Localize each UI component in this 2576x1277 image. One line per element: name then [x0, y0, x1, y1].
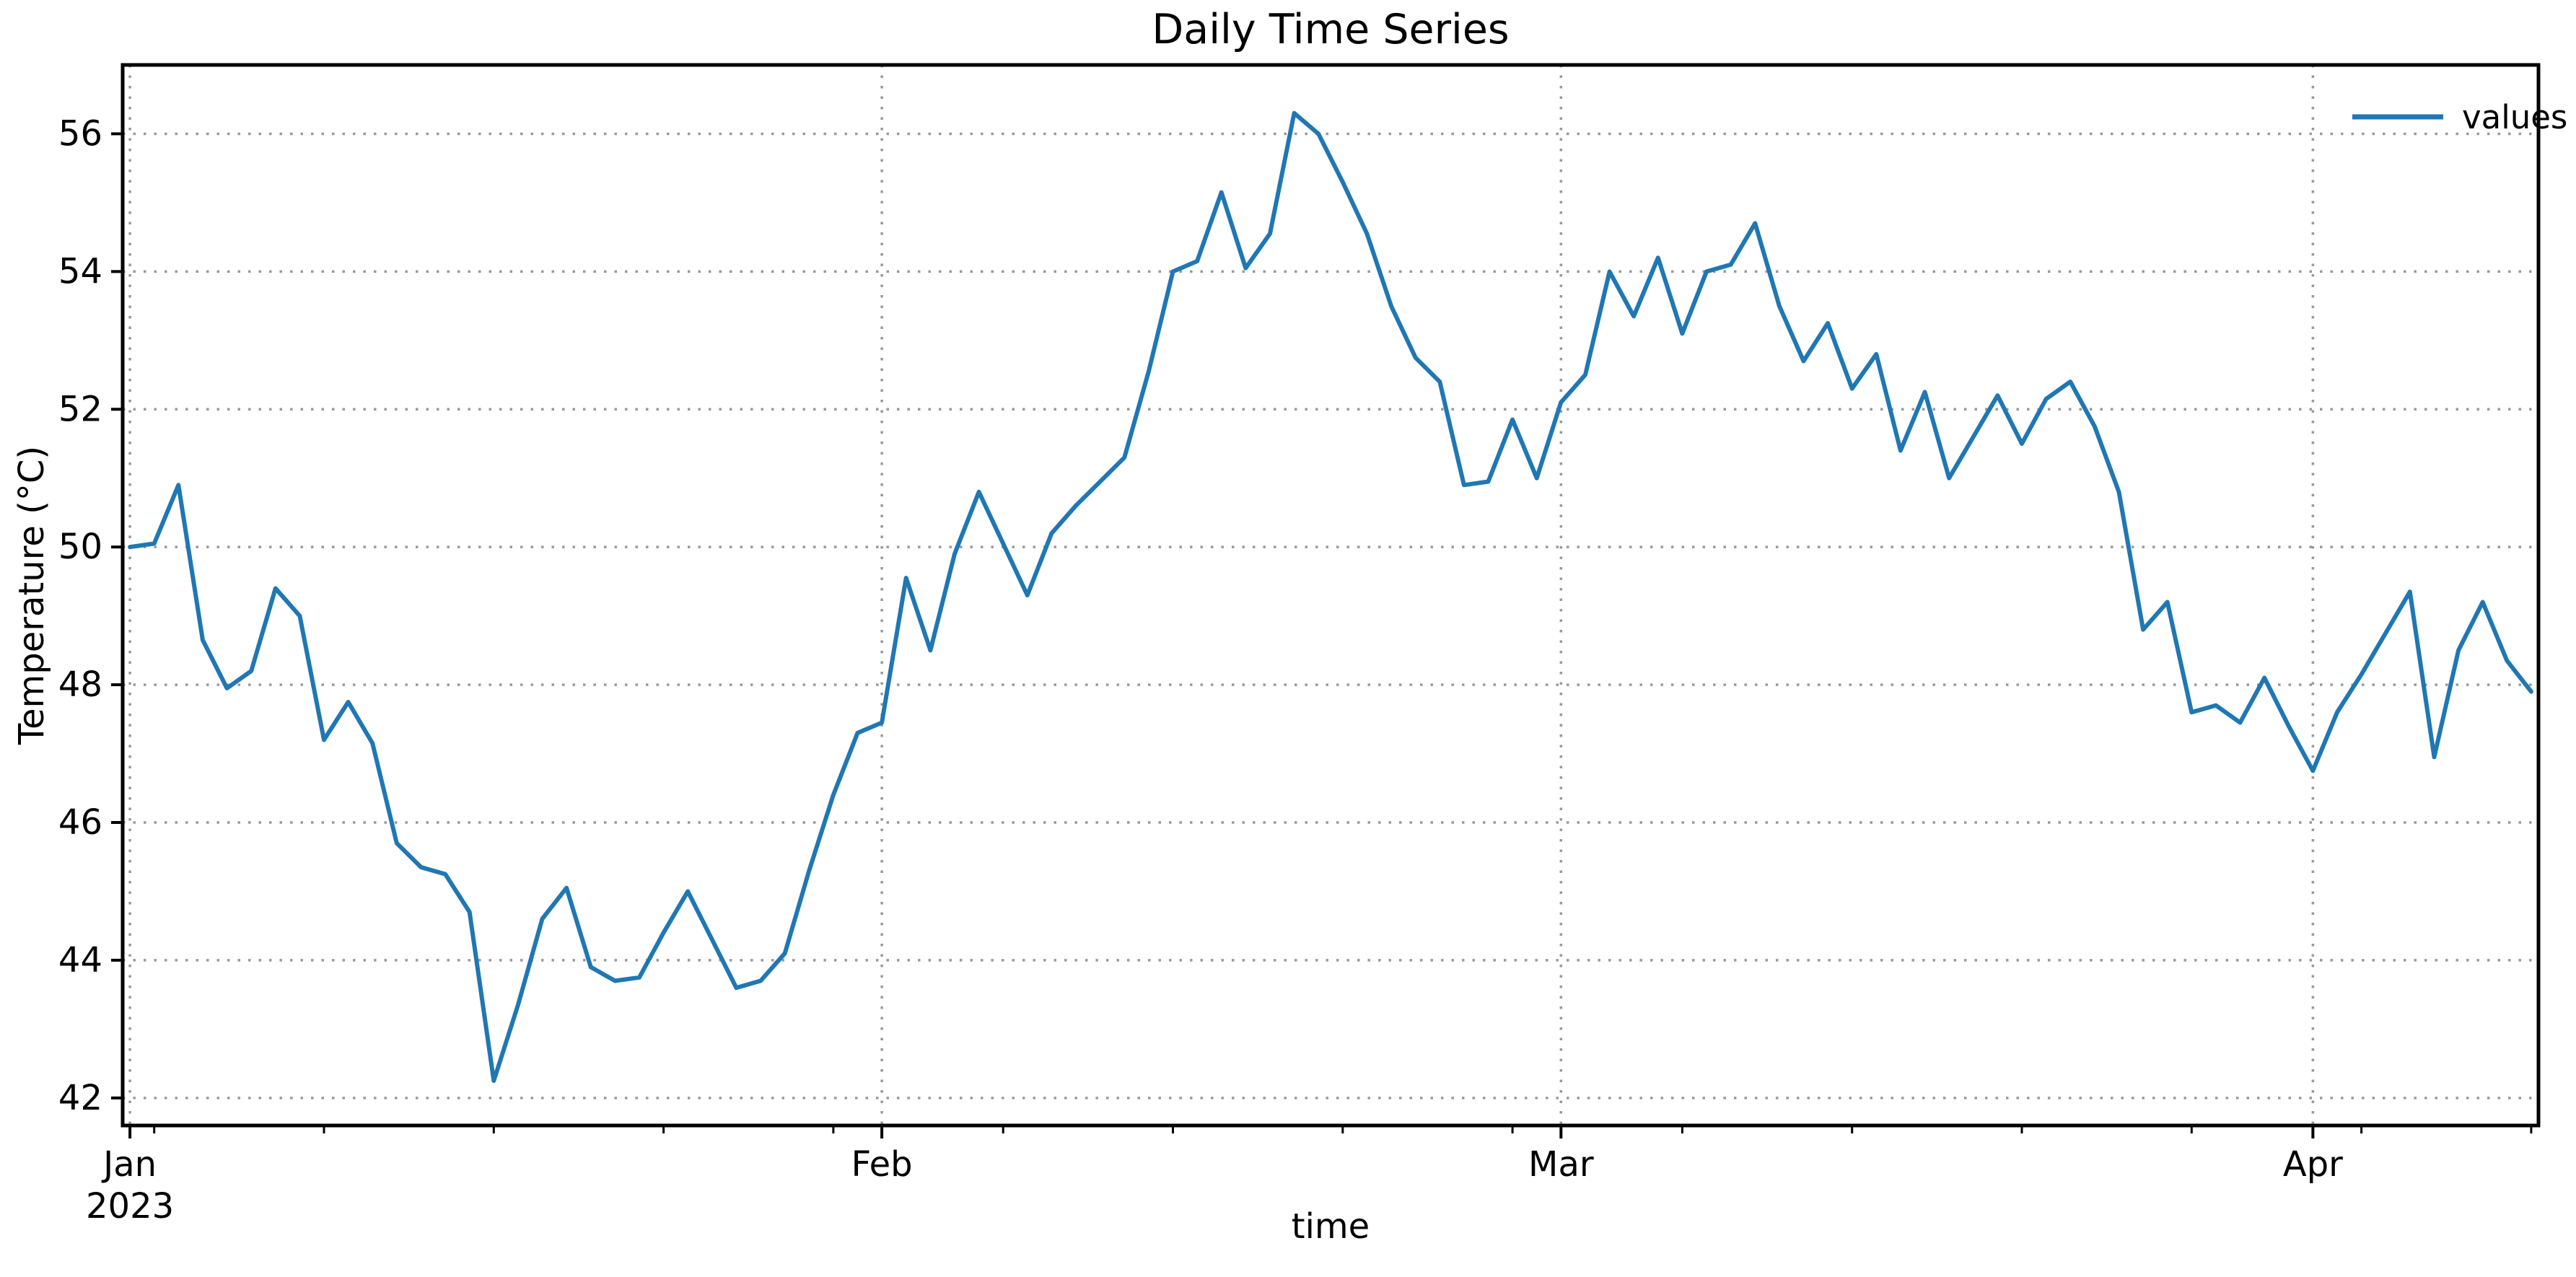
- y-tick-label: 48: [58, 664, 102, 705]
- x-tick-label: Jan: [101, 1144, 157, 1185]
- x-tick-label: Feb: [851, 1144, 913, 1185]
- y-tick-label: 52: [58, 389, 102, 429]
- y-tick-label: 46: [58, 802, 102, 843]
- x-tick-year-label: 2023: [86, 1186, 174, 1226]
- y-tick-label: 56: [58, 113, 102, 154]
- chart-title: Daily Time Series: [1152, 6, 1510, 53]
- x-tick-label: Mar: [1528, 1144, 1594, 1185]
- x-tick-label: Apr: [2283, 1144, 2343, 1185]
- y-tick-label: 42: [58, 1078, 102, 1118]
- y-tick-label: 54: [58, 251, 102, 291]
- y-tick-label: 50: [58, 527, 102, 567]
- axes-spines: [121, 63, 2541, 1128]
- x-axis-label: time: [1291, 1206, 1370, 1247]
- series-line-values: [128, 110, 2533, 1083]
- y-tick-label: 44: [58, 940, 102, 980]
- legend-label: values: [2462, 98, 2567, 136]
